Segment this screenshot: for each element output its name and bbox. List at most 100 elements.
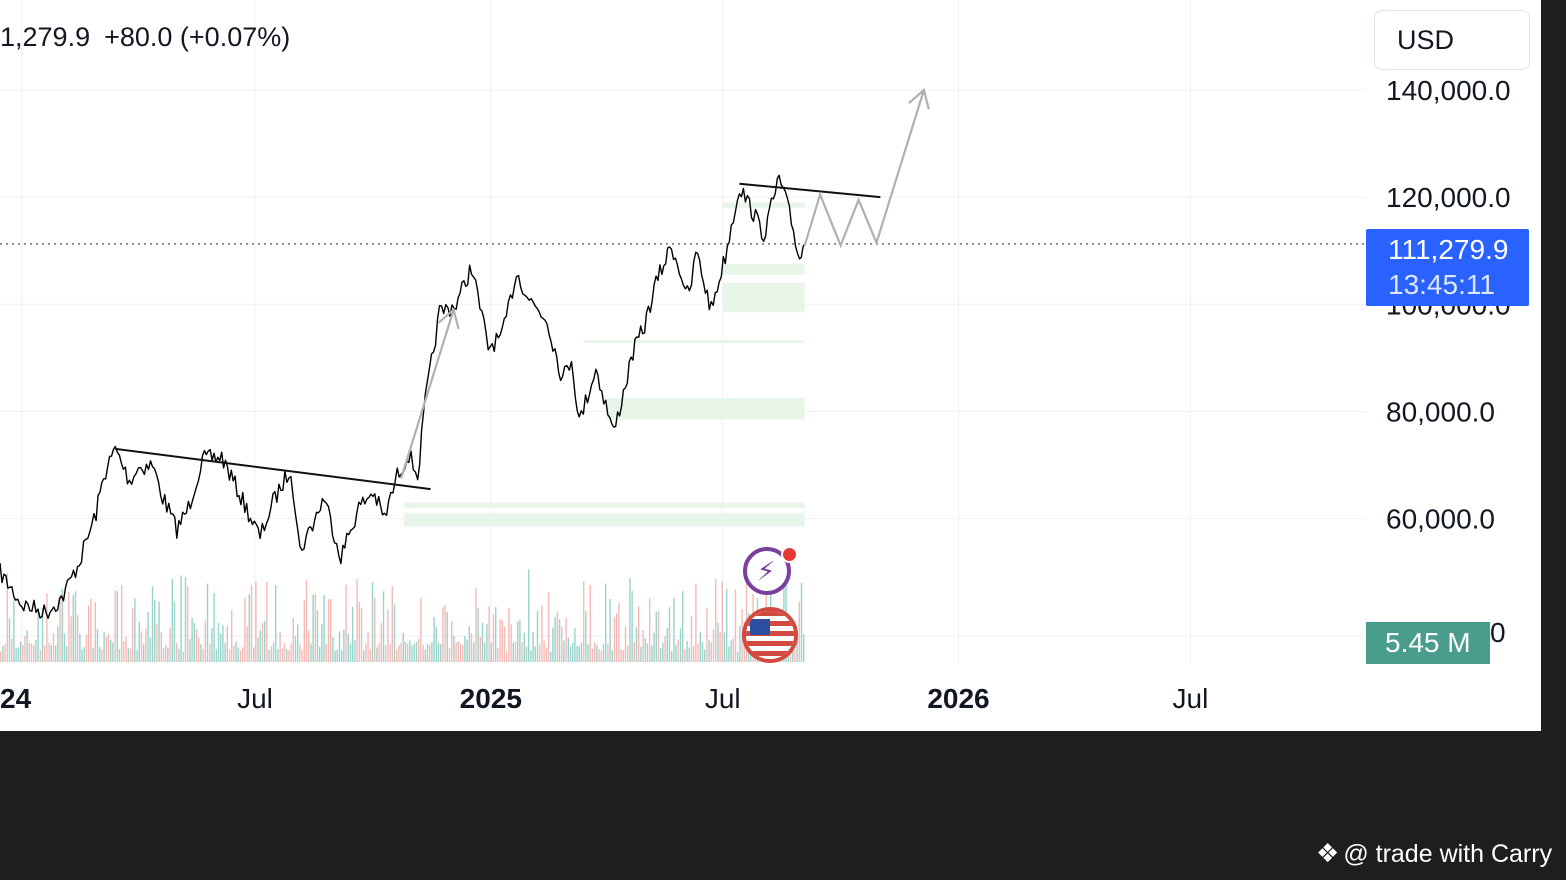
volume-bar: [83, 647, 85, 662]
volume-bar: [336, 649, 338, 662]
volume-bar: [211, 628, 213, 662]
volume-bar: [275, 585, 277, 662]
volume-bar: [378, 643, 380, 662]
volume-bar: [233, 645, 235, 662]
projection-layer: [400, 87, 930, 479]
volume-bar: [244, 597, 246, 662]
volume-bar: [554, 616, 556, 662]
volume-bar: [627, 645, 629, 662]
volume-bar: [695, 583, 697, 662]
price-series-line: [0, 174, 806, 619]
volume-bar: [264, 620, 266, 662]
volume-bar: [558, 619, 561, 662]
volume-bar: [345, 584, 347, 662]
x-tick-label: 24: [0, 683, 32, 714]
volume-bar: [541, 605, 543, 662]
volume-bar: [613, 617, 616, 662]
watermark-text: @ trade with Carry: [1343, 840, 1553, 868]
header-price: 1,279.9: [0, 22, 91, 52]
y-tick-label: 120,000.0: [1386, 182, 1511, 213]
volume-bar: [376, 647, 378, 662]
volume-bar: [697, 644, 699, 662]
volume-bar: [310, 643, 312, 662]
volume-bar: [655, 611, 657, 662]
volume-bar: [182, 651, 184, 662]
volume-bar: [719, 631, 721, 662]
volume-bar: [338, 631, 341, 662]
volume-bar: [440, 644, 442, 662]
volume-bar: [237, 647, 239, 662]
volume-bar: [490, 642, 492, 662]
volume-bar: [74, 591, 77, 662]
volume-bar: [101, 649, 103, 662]
volume-bar: [385, 645, 387, 662]
volume-bar: [470, 633, 473, 662]
volume-bar: [129, 648, 132, 662]
volume-bar: [198, 637, 200, 662]
volume-bar: [457, 641, 459, 662]
volume-bar: [547, 592, 550, 662]
volume-bar: [189, 639, 191, 662]
volume-bar: [132, 608, 134, 662]
volume-bar: [222, 625, 224, 662]
volume-bar: [624, 626, 627, 662]
volume-bar: [70, 616, 72, 662]
volume-bar: [169, 627, 171, 662]
volume-bar: [479, 636, 481, 662]
volume-bar: [420, 597, 422, 662]
x-tick-label: Jul: [1173, 683, 1209, 714]
volume-bar: [690, 615, 693, 662]
volume-bar: [671, 651, 673, 662]
volume-bar: [389, 644, 391, 662]
volume-bar: [30, 643, 33, 662]
volume-bar: [563, 640, 565, 662]
flag-canton: [750, 619, 770, 635]
volume-bar: [402, 632, 404, 662]
volume-bar: [596, 645, 598, 662]
volume-bar: [118, 648, 121, 662]
volume-bar: [382, 591, 385, 662]
volume-bar: [107, 633, 110, 662]
volume-bar: [448, 648, 451, 662]
volume-bar: [334, 651, 336, 662]
grid-layer: [0, 0, 1366, 664]
volume-bar: [605, 583, 607, 662]
volume-bar: [22, 644, 24, 662]
chart-panel[interactable]: 140,000.0120,000.0100,000.080,000.060,00…: [0, 0, 1541, 731]
volume-bar: [657, 610, 660, 662]
volume-bar: [123, 640, 125, 662]
volume-bar: [59, 594, 61, 662]
volume-bar: [638, 606, 640, 662]
zone-box: [722, 264, 805, 275]
volume-bar: [195, 629, 198, 662]
volume-bar: [506, 651, 508, 662]
volume-bar: [279, 631, 281, 662]
volume-bar: [96, 629, 99, 662]
volume-bar: [156, 624, 158, 662]
volume-bar: [19, 641, 22, 662]
volume-bar: [730, 640, 732, 662]
volume-bar: [431, 641, 433, 662]
currency-button[interactable]: USD: [1374, 10, 1530, 70]
zone-box: [403, 513, 805, 527]
volume-bar: [620, 649, 622, 662]
volume-bar: [589, 584, 591, 662]
volume-bar: [257, 637, 259, 662]
header-change: +80.0 (+0.07%): [104, 22, 291, 52]
volume-bar: [602, 643, 605, 662]
x-tick-label: Jul: [705, 683, 741, 714]
volume-bar: [499, 619, 501, 662]
volume-bar: [270, 646, 272, 662]
volume-bar: [519, 619, 521, 662]
price-chart[interactable]: 140,000.0120,000.0100,000.080,000.060,00…: [0, 0, 1541, 731]
volume-bar: [286, 649, 288, 662]
last-price-tag: 111,279.9 13:45:11: [1366, 229, 1529, 306]
us-flag-icon[interactable]: [742, 607, 798, 663]
volume-bar: [607, 643, 609, 662]
flash-news-icon[interactable]: ⚡: [743, 546, 798, 595]
volume-layer: [0, 569, 805, 662]
volume-bar: [407, 643, 409, 662]
volume-bar: [8, 618, 11, 662]
volume-bar: [217, 623, 220, 662]
volume-bar: [325, 643, 327, 662]
